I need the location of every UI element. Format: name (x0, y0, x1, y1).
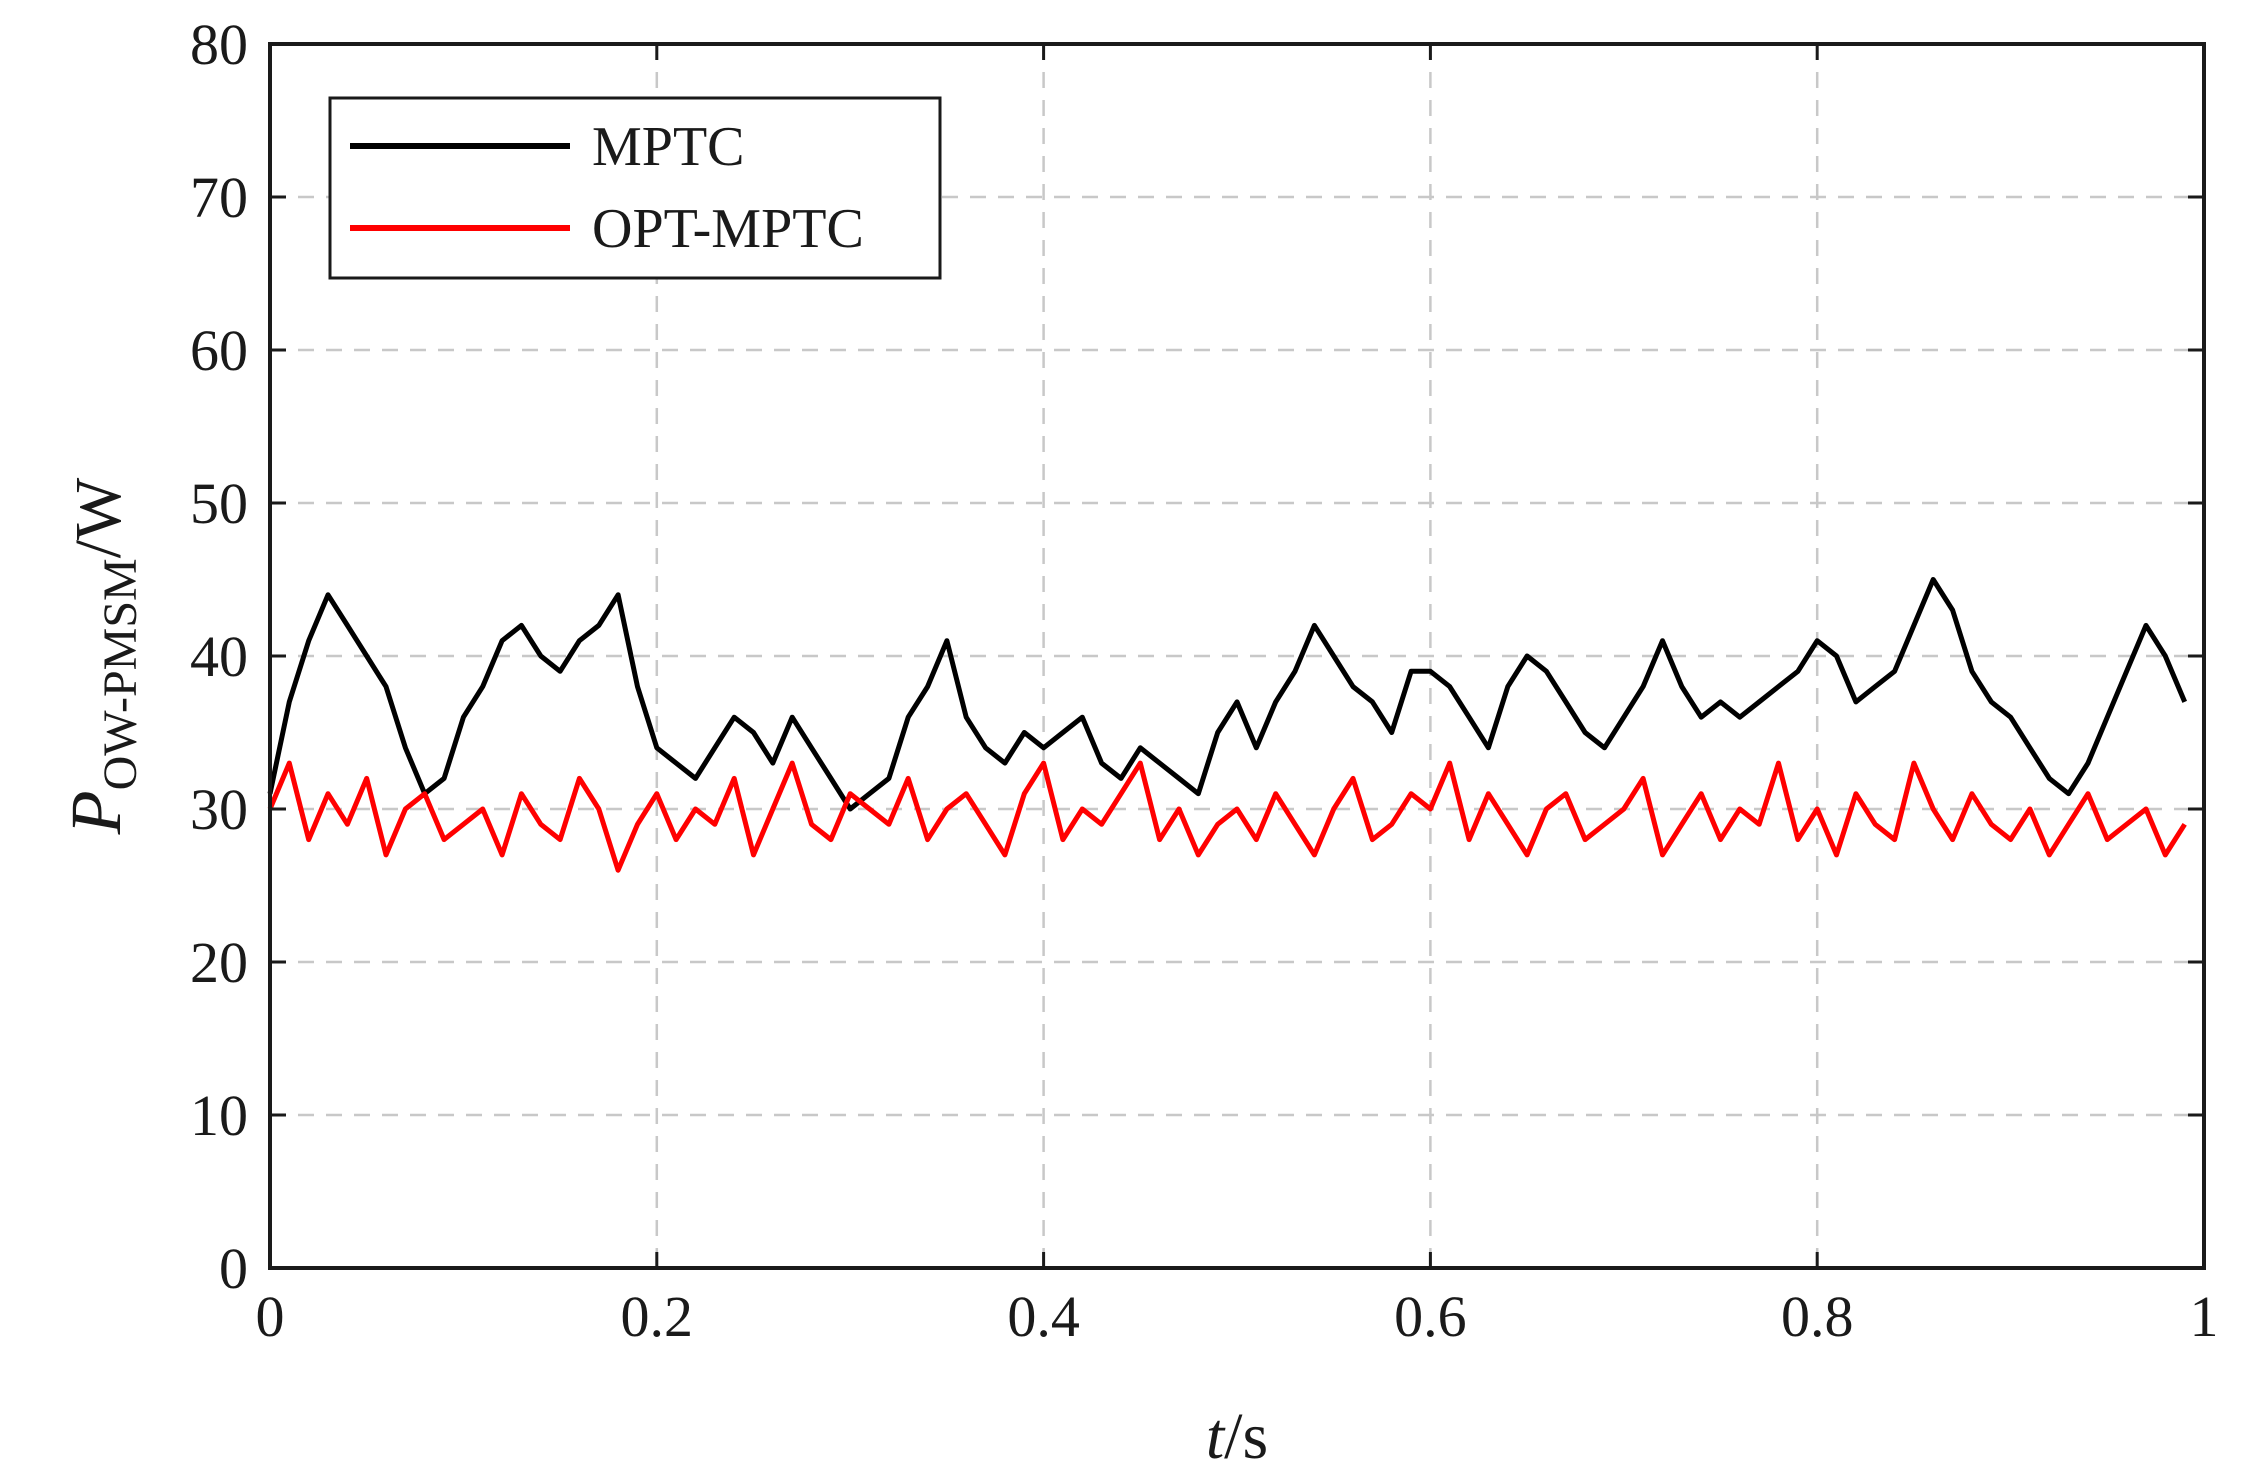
y-tick-label-2: 20 (190, 930, 248, 995)
y-axis-label-unit: /W (62, 477, 135, 558)
legend-label-opt-mptc: OPT-MPTC (592, 198, 864, 260)
legend-box (328, 96, 942, 280)
series-lines (267, 577, 2188, 873)
x-axis-label: t/s (1206, 1400, 1268, 1473)
x-tick-label-5: 1 (2190, 1284, 2219, 1349)
x-axis-label-italic: t (1206, 1400, 1226, 1473)
y-tick-label-7: 70 (190, 165, 248, 230)
legend-label-mptc: MPTC (592, 116, 745, 178)
y-tick-label-0: 0 (219, 1236, 248, 1301)
x-tick-label-0: 0 (256, 1284, 285, 1349)
y-axis-label-subscript: OW-PMSM (94, 558, 147, 790)
x-tick-label-3: 0.6 (1394, 1284, 1467, 1349)
x-tick-label-4: 0.8 (1781, 1284, 1854, 1349)
y-axis-label-symbol: P (56, 790, 136, 835)
y-tick-label-5: 50 (190, 471, 248, 536)
y-tick-label-6: 60 (190, 318, 248, 383)
y-tick-label-1: 10 (190, 1083, 248, 1148)
y-axis-label: POW-PMSM/W (56, 477, 147, 835)
x-tick-label-2: 0.4 (1007, 1284, 1080, 1349)
y-tick-label-8: 80 (190, 12, 248, 77)
x-tick-label-1: 0.2 (621, 1284, 694, 1349)
series-line-mptc (267, 577, 2188, 812)
y-tick-label-3: 30 (190, 777, 248, 842)
x-axis-label-unit: /s (1224, 1400, 1268, 1473)
y-tick-label-4: 40 (190, 624, 248, 689)
series-line-opt-mptc (267, 760, 2187, 873)
axis-ticks (268, 42, 2206, 1270)
legend: MPTC OPT-MPTC (328, 96, 942, 280)
